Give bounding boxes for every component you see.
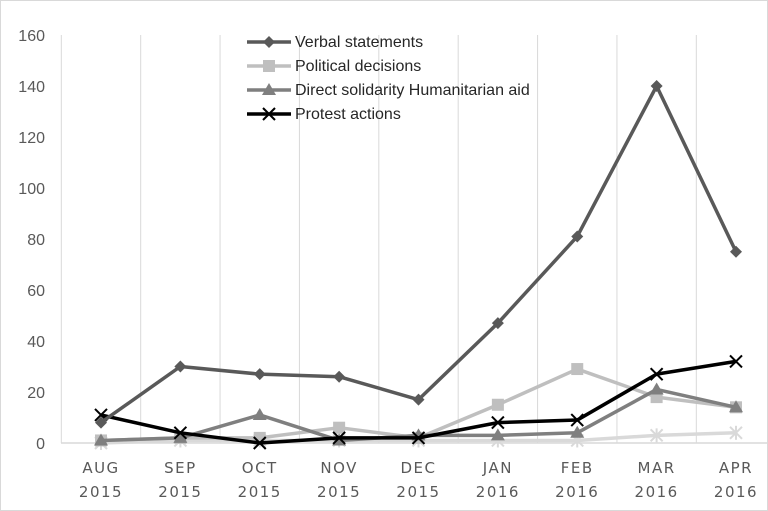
data-point <box>649 428 664 443</box>
data-point <box>94 433 108 446</box>
data-point-stroke <box>491 415 505 430</box>
y-tick-label: 60 <box>27 283 45 300</box>
y-tick-label: 160 <box>18 28 45 45</box>
data-point-stroke <box>649 367 664 381</box>
x-tick-label: 2015 <box>158 483 202 501</box>
y-tick-label: 100 <box>18 181 45 198</box>
data-point <box>333 370 346 383</box>
data-point <box>262 107 276 121</box>
data-point <box>173 426 188 440</box>
data-point <box>729 354 743 369</box>
data-point <box>412 393 425 406</box>
y-tick-label: 80 <box>27 232 45 249</box>
data-point <box>333 421 346 434</box>
data-point <box>729 425 743 440</box>
data-point <box>253 436 267 450</box>
data-point <box>571 230 584 243</box>
x-tick-label: SEP <box>164 459 197 477</box>
data-point <box>174 360 187 373</box>
data-point-stroke <box>94 408 108 422</box>
legend: Verbal statements Political decisions Dire… <box>247 34 530 123</box>
data-point <box>491 415 505 430</box>
x-tick-label: MAR <box>638 459 676 477</box>
series-verbal-statements <box>95 80 742 429</box>
x-tick-label: DEC <box>400 459 436 477</box>
data-point <box>729 400 743 413</box>
x-tick-label: APR <box>719 459 753 477</box>
data-point <box>253 368 266 381</box>
data-point-stroke <box>411 431 426 445</box>
x-tick-label: 2016 <box>555 483 599 501</box>
data-point <box>252 407 267 420</box>
x-tick-label: JAN <box>482 459 513 477</box>
data-point <box>173 430 188 443</box>
series-protest-actions <box>94 354 743 450</box>
x-tick-label: AUG <box>82 459 119 477</box>
y-tick-label: 120 <box>18 130 45 147</box>
y-tick-label: 140 <box>18 79 45 96</box>
data-point-stroke <box>332 431 346 445</box>
data-point-stroke <box>253 436 267 450</box>
data-point <box>570 425 585 438</box>
data-point <box>490 428 505 441</box>
y-tick-label: 20 <box>27 385 45 402</box>
x-tick-label: 2015 <box>317 483 361 501</box>
series-line <box>99 84 738 425</box>
legend-item: Protest actions <box>247 106 401 123</box>
legend-label: Verbal statements <box>295 34 423 51</box>
legend-item: Direct solidarity Humanitarian aid <box>247 82 530 99</box>
legend-item: Verbal statements <box>247 34 423 51</box>
x-axis: AUG 2015 SEP 2015 OCT 2015 NOV 2015 DEC 2015 JAN 20… <box>79 459 758 501</box>
data-point <box>332 431 346 445</box>
x-tick-label: FEB <box>561 459 594 477</box>
legend-label: Direct solidarity Humanitarian aid <box>295 82 530 99</box>
data-point <box>491 398 504 411</box>
x-tick-label: OCT <box>242 459 278 477</box>
x-tick-label: NOV <box>320 459 358 477</box>
data-point <box>491 317 504 330</box>
x-tick-label: 2016 <box>714 483 758 501</box>
legend-label: Protest actions <box>295 106 401 123</box>
data-point <box>730 245 742 258</box>
data-point-stroke <box>570 413 584 427</box>
legend-label: Political decisions <box>295 58 421 75</box>
data-point-stroke <box>173 426 188 440</box>
series-group <box>94 80 743 450</box>
y-axis: 0 20 40 60 80 100 120 140 160 <box>18 28 45 453</box>
data-point <box>650 80 663 92</box>
x-tick-label: 2016 <box>635 483 679 501</box>
data-point <box>263 60 275 72</box>
data-point <box>649 367 664 381</box>
x-tick-label: 2015 <box>396 483 440 501</box>
data-point <box>262 83 276 95</box>
data-point <box>571 363 584 376</box>
x-tick-label: 2016 <box>476 483 520 501</box>
data-point-stroke <box>262 107 276 121</box>
x-tick-label: 2015 <box>79 483 123 501</box>
data-point <box>95 416 107 429</box>
y-tick-label: 40 <box>27 334 45 351</box>
data-point-stroke <box>729 354 743 369</box>
y-tick-label: 0 <box>36 436 45 453</box>
legend-item: Political decisions <box>247 58 421 75</box>
x-tick-label: 2015 <box>238 483 282 501</box>
data-point <box>649 382 664 395</box>
data-point <box>411 431 426 445</box>
data-point <box>263 36 275 48</box>
data-point <box>570 413 584 427</box>
